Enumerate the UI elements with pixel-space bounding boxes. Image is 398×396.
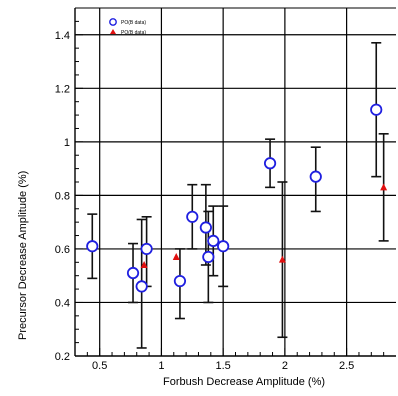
x-tick-label: 1: [158, 360, 164, 372]
data-point-circle: [370, 103, 383, 116]
data-point-circle: [86, 240, 99, 253]
data-point-circle: [263, 157, 277, 170]
y-tick-label: 1.4: [55, 30, 70, 42]
y-tick-label: 1.2: [55, 83, 70, 95]
y-tick-label: 0.8: [55, 190, 70, 202]
data-point-triangle: [140, 260, 148, 268]
y-tick-label: 1: [64, 137, 70, 149]
legend-marker-circle: [109, 18, 117, 26]
legend-label-series-1: PO(B data): [121, 20, 146, 26]
plot-area: [75, 8, 396, 356]
legend-marker-triangle: [110, 29, 116, 34]
y-tick-label: 0.6: [55, 244, 70, 256]
x-axis-title: Forbush Decrease Amplitude (%): [163, 376, 325, 388]
legend: PO(B data) PO(B data): [109, 18, 146, 36]
x-tick-label: 2.5: [339, 360, 354, 372]
data-point-circle: [126, 266, 140, 280]
data-point-circle: [207, 234, 220, 247]
legend-label-series-2: PO(B data): [121, 30, 146, 36]
data-markers: [86, 103, 388, 293]
y-tick-label: 0.4: [55, 297, 70, 309]
data-point-circle: [186, 210, 199, 223]
y-tick-label: 0.2: [55, 351, 70, 363]
data-point-circle: [217, 240, 230, 253]
data-point-circle: [202, 250, 215, 264]
data-point-triangle: [380, 183, 388, 191]
x-tick-label: 2: [282, 360, 288, 372]
axes: [74, 7, 396, 357]
data-point-triangle: [278, 255, 286, 263]
data-point-circle: [140, 242, 153, 256]
y-axis-title: Precursor Decrease Amplitude (%): [17, 171, 29, 340]
x-tick-label: 0.5: [92, 360, 107, 372]
data-point-circle: [173, 274, 187, 288]
data-point-circle: [135, 280, 148, 293]
data-point-circle: [199, 221, 212, 234]
x-tick-label: 1.5: [216, 360, 231, 372]
data-point-triangle: [172, 252, 180, 260]
data-point-circle: [309, 170, 322, 183]
tick-labels: 0.5 1 1.5 2 2.5 0.2 0.4 0.6 0.8 1 1.2 1.4: [55, 30, 355, 372]
